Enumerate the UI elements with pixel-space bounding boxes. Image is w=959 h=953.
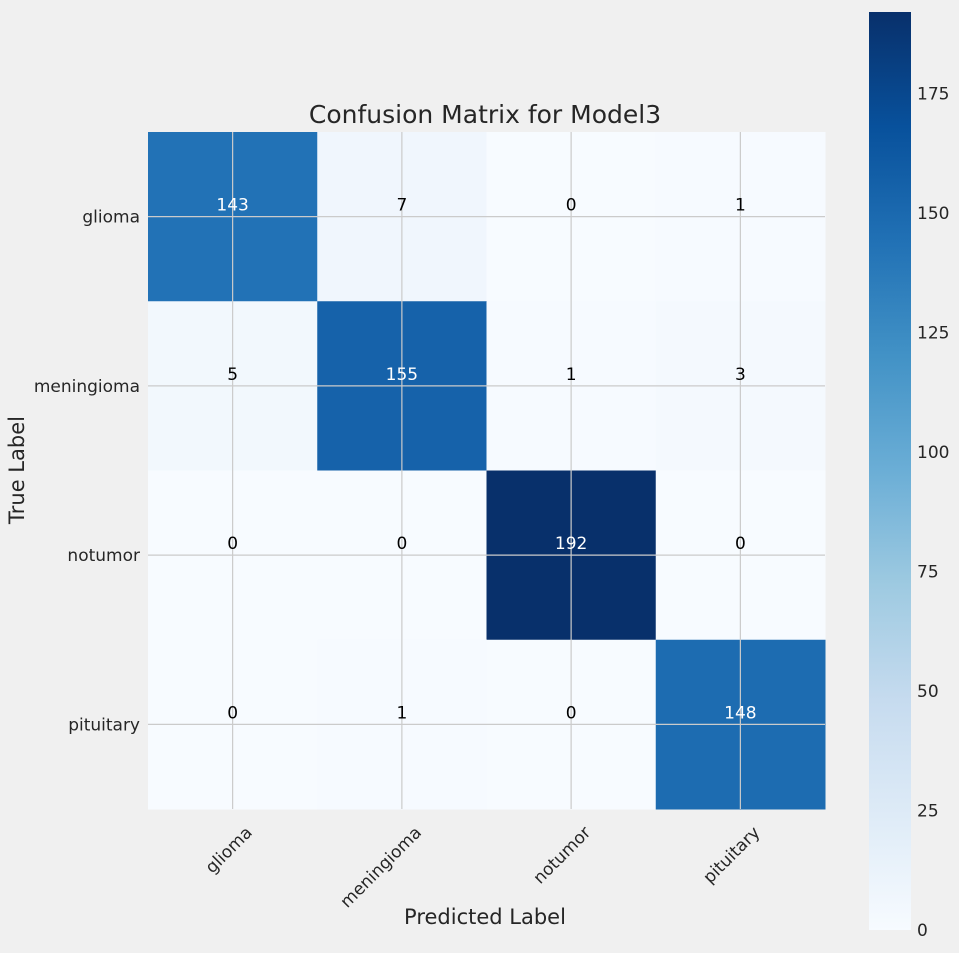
cell-value-label: 1 <box>396 703 407 723</box>
colorbar-tick-label: 75 <box>917 562 939 582</box>
cell-value-label: 0 <box>396 534 407 554</box>
cell-value-label: 192 <box>555 534 587 554</box>
cell-value-label: 7 <box>396 196 407 216</box>
y-axis-label: True Label <box>5 416 29 525</box>
cell-value-label: 148 <box>724 703 756 723</box>
cell-value-label: 0 <box>566 703 577 723</box>
colorbar-tick-label: 25 <box>917 801 939 821</box>
cell-value-label: 0 <box>227 534 238 554</box>
cell-value-label: 155 <box>386 365 418 385</box>
chart-title: Confusion Matrix for Model3 <box>309 100 661 129</box>
cell-value-label: 143 <box>216 196 248 216</box>
y-tick-label: meningioma <box>34 377 140 397</box>
colorbar-tick-labels: 0 25 50 75 100 125 150 175 <box>917 84 949 941</box>
x-axis-label: Predicted Label <box>404 905 566 929</box>
y-tick-label: pituitary <box>68 715 140 735</box>
x-tick-label: meningioma <box>337 823 426 912</box>
y-tick-label: notumor <box>67 546 140 566</box>
x-tick-label: notumor <box>530 823 595 888</box>
grid-lines <box>148 132 825 809</box>
colorbar-gradient <box>869 12 911 930</box>
colorbar-tick-label: 100 <box>917 443 949 463</box>
colorbar-tick-label: 0 <box>917 921 928 941</box>
colorbar-tick-label: 125 <box>917 323 949 343</box>
x-tick-label: glioma <box>202 823 257 878</box>
x-tick-label: pituitary <box>699 823 764 888</box>
colorbar-tick-label: 50 <box>917 682 939 702</box>
cell-value-label: 0 <box>227 703 238 723</box>
cell-value-label: 3 <box>735 365 746 385</box>
cell-value-label: 0 <box>735 534 746 554</box>
x-tick-labels: glioma meningioma notumor pituitary <box>202 823 765 912</box>
cell-value-label: 5 <box>227 365 238 385</box>
cell-value-labels: 143 7 0 1 5 155 1 3 0 0 192 0 0 1 0 148 <box>216 196 756 724</box>
colorbar-tick-label: 150 <box>917 204 949 224</box>
colorbar-tick-label: 175 <box>917 84 949 104</box>
colorbar: 0 25 50 75 100 125 150 175 <box>869 12 949 941</box>
cell-value-label: 0 <box>566 196 577 216</box>
y-tick-labels: glioma meningioma notumor pituitary <box>34 208 140 736</box>
cell-value-label: 1 <box>735 196 746 216</box>
y-tick-label: glioma <box>82 208 140 228</box>
cell-value-label: 1 <box>566 365 577 385</box>
